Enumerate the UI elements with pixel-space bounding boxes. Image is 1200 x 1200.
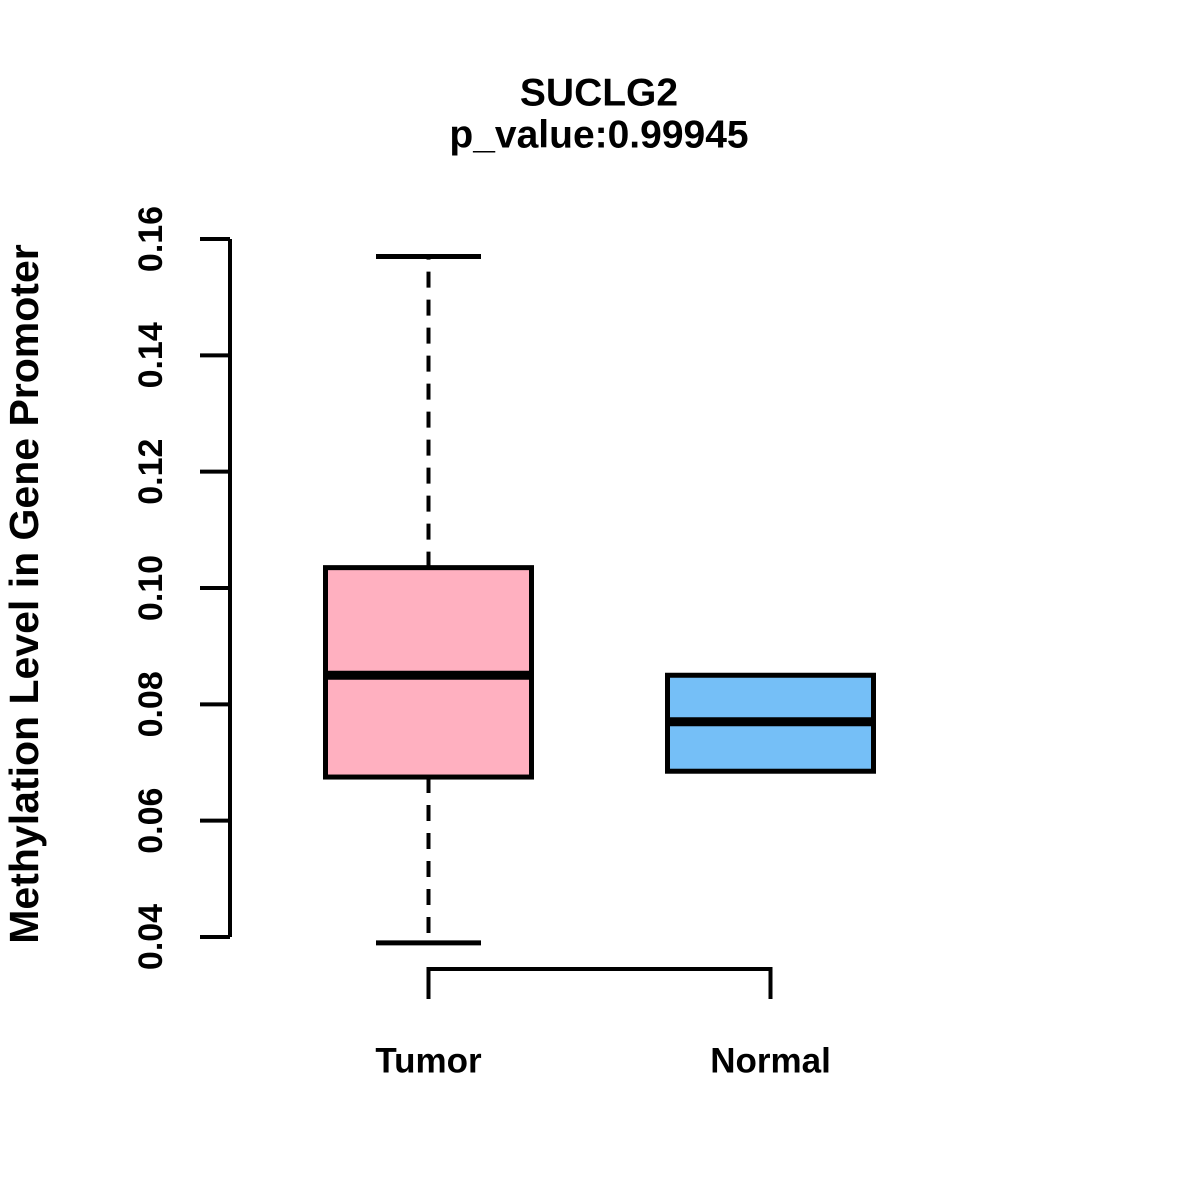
- y-tick-label: 0.14: [132, 322, 170, 388]
- plot-geometry: 0.04 0.06 0.08 0.10 0.12 0.14 0.16: [132, 206, 876, 999]
- comparison-bracket: [426, 967, 773, 999]
- chart-title-pvalue: p_value:0.99945: [449, 114, 748, 157]
- chart-title-gene: SUCLG2: [520, 72, 678, 115]
- x-label-normal: Normal: [710, 1042, 831, 1081]
- y-tick-label: 0.06: [132, 788, 170, 854]
- y-tick-label: 0.08: [132, 671, 170, 737]
- y-tick-label: 0.16: [132, 206, 170, 272]
- y-axis-label: Methylation Level in Gene Promoter: [1, 244, 47, 943]
- x-label-tumor: Tumor: [375, 1042, 482, 1081]
- y-tick-label: 0.04: [132, 904, 170, 970]
- y-tick-label: 0.12: [132, 439, 170, 505]
- y-tick-label: 0.10: [132, 555, 170, 621]
